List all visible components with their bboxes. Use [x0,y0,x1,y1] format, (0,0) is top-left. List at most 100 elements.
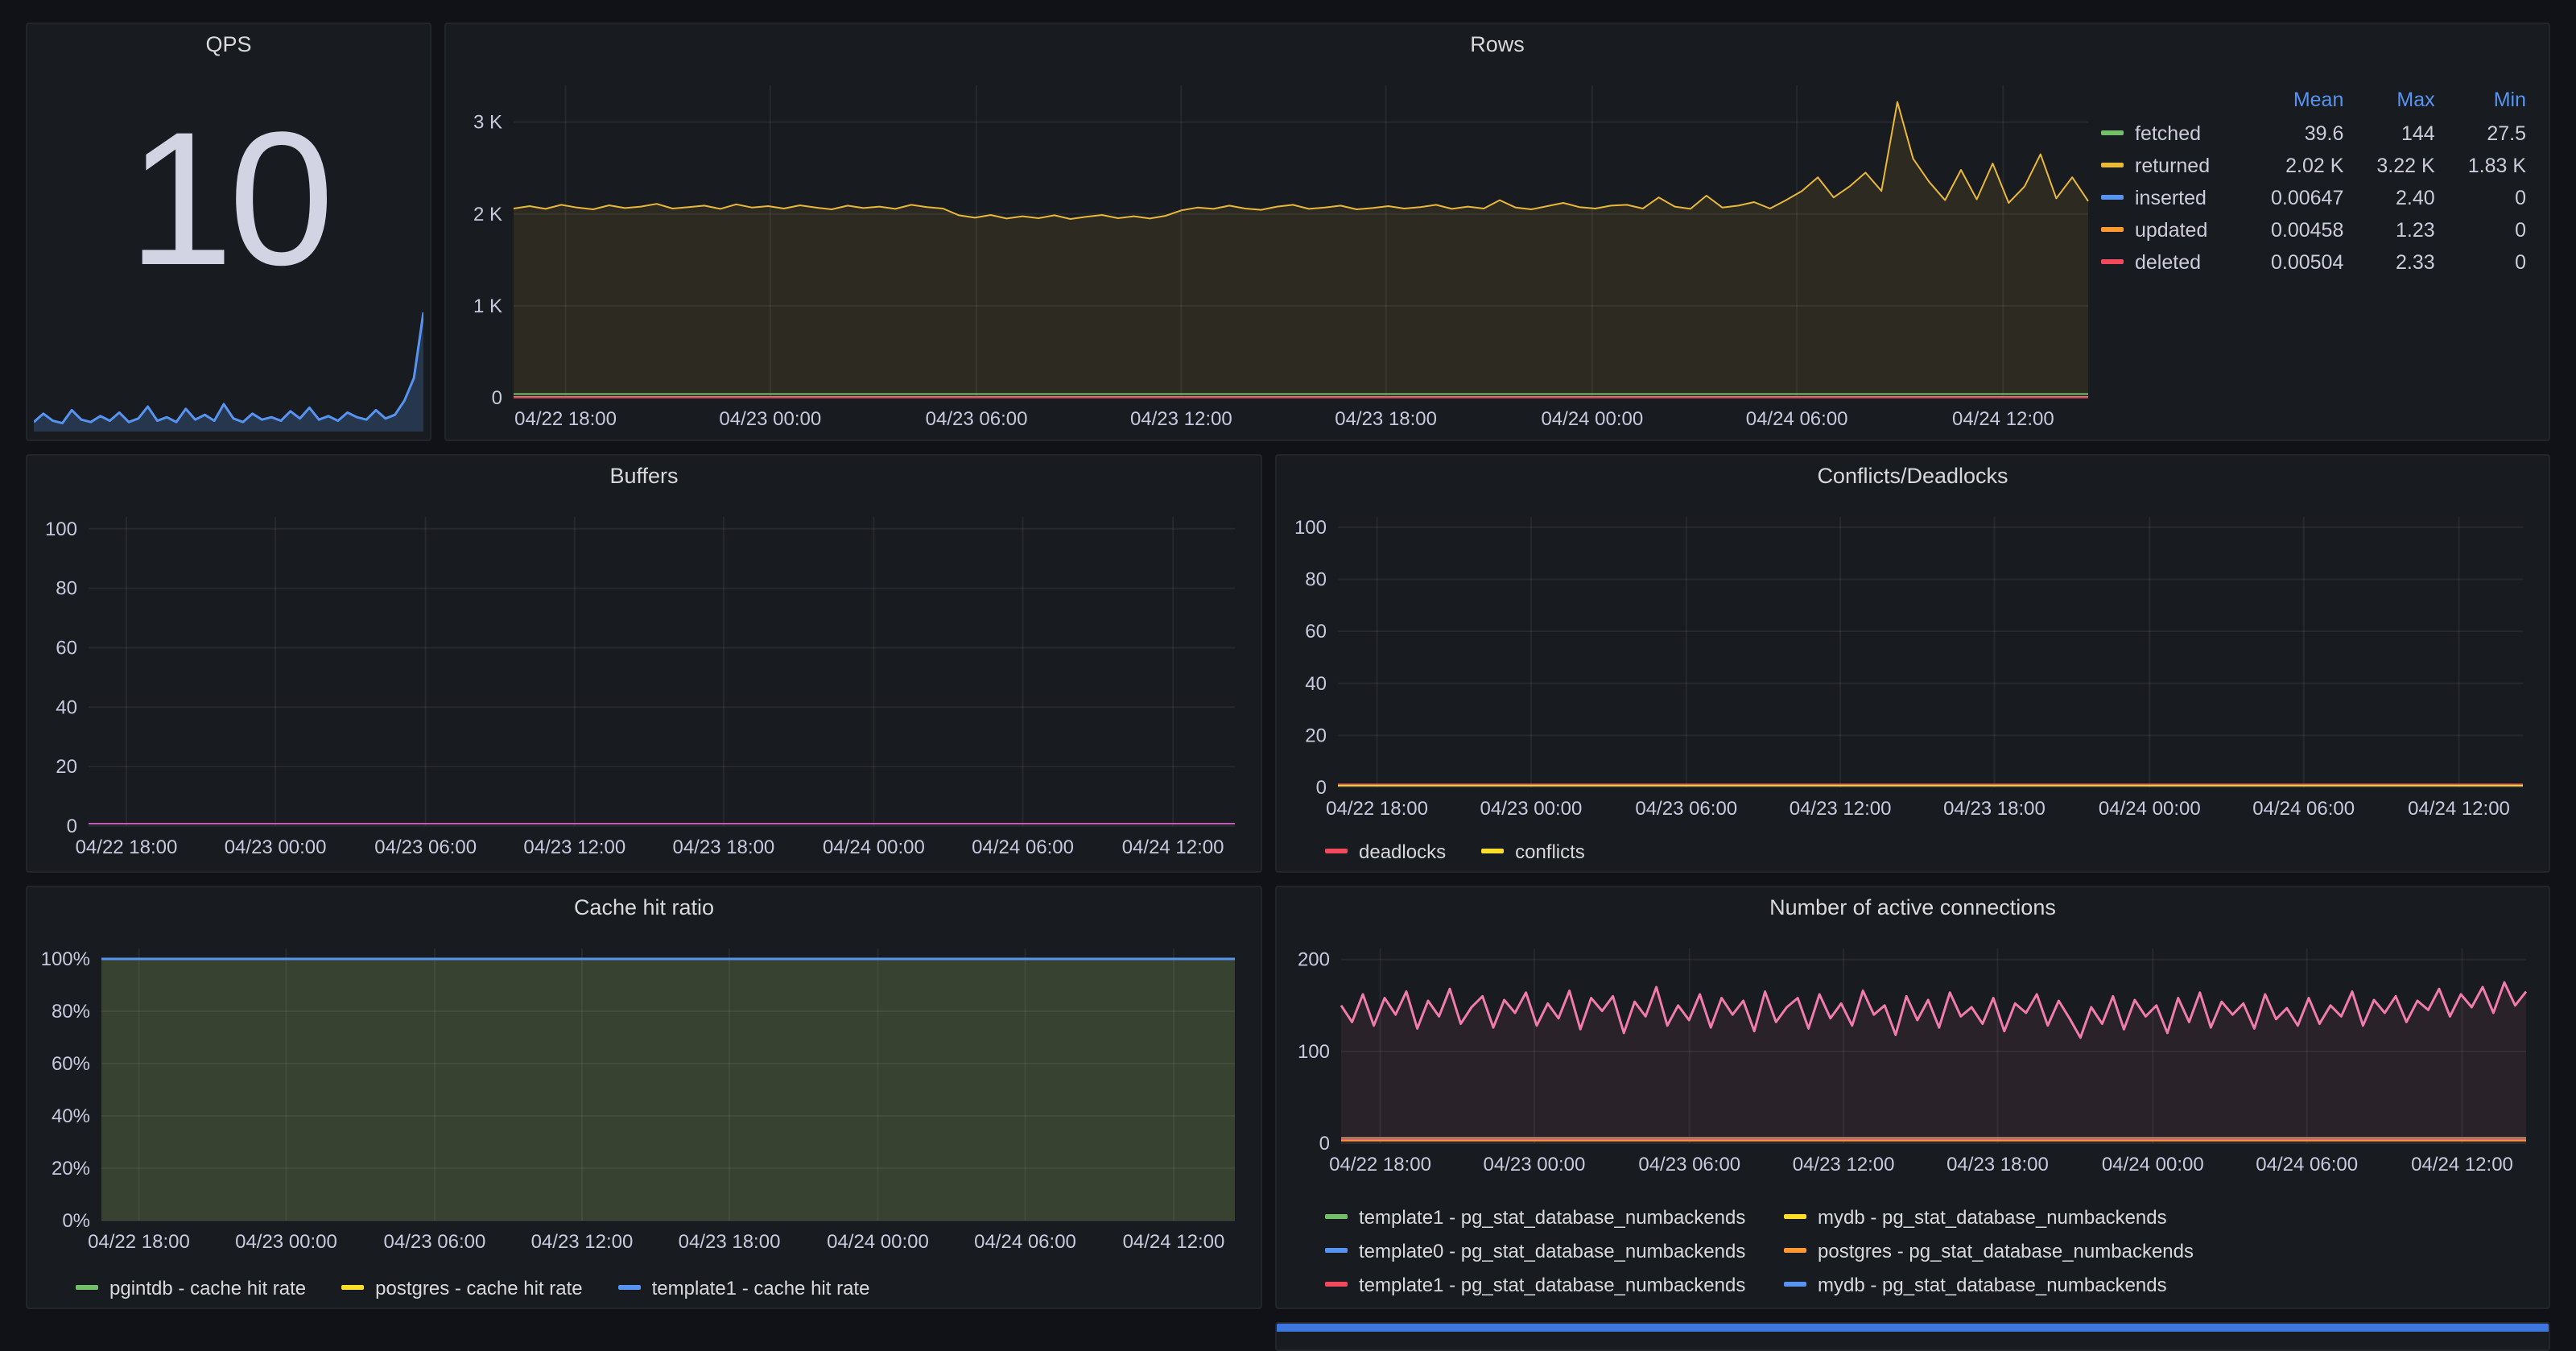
series-color-swatch [341,1285,365,1291]
legend-row: deleted 0.00504 2.33 0 [2101,246,2526,279]
legend-row: fetched 39.6 144 27.5 [2101,118,2526,150]
legend-mean-value: 39.6 [2304,122,2344,145]
panel-title-cache[interactable]: Cache hit ratio [573,895,715,919]
series-area [34,312,423,432]
legend-series-inserted[interactable]: inserted [2101,182,2235,214]
y-tick-label: 80 [56,578,77,600]
legend-item[interactable]: mydb - pg_stat_database_numbackends [1784,1206,2194,1229]
legend-header-max[interactable]: Max [2396,89,2435,111]
buffers-chart[interactable]: 04/22 18:00 04/23 00:00 04/23 06:00 04/23 1… [27,498,1261,871]
series-area [1341,982,2526,1143]
panel-cache-hit-ratio: Cache hit ratio 04/22 18:00 04/23 00:00 04… [26,886,1262,1309]
panel-title-conflicts[interactable]: Conflicts/Deadlocks [1817,464,2008,488]
series-color-swatch [76,1285,98,1291]
series-color-swatch [2101,163,2124,168]
legend-max-value: 1.23 [2395,219,2435,242]
legend-item[interactable]: template1 - cache hit rate [617,1277,869,1299]
legend-item[interactable]: template0 - pg_stat_database_numbackends [1325,1240,1752,1262]
legend-series-fetched[interactable]: fetched [2101,118,2235,150]
panel-buffers: Buffers 04/22 18:00 04/23 00:00 04/23 06:0… [26,454,1262,873]
x-tick-label: 04/23 06:00 [926,408,1028,430]
cache-canvas: 04/22 18:00 04/23 00:00 04/23 06:00 04/23 1… [41,948,1235,1253]
x-tick-label: 04/23 18:00 [679,1231,781,1253]
legend-header-mean[interactable]: Mean [2293,89,2344,111]
x-tick-label: 04/24 06:00 [2252,798,2355,820]
y-tick-label: 1 K [473,295,502,317]
x-tick-label: 04/22 18:00 [88,1231,190,1253]
legend-item[interactable]: conflicts [1481,841,1585,863]
series-color-swatch [2101,195,2124,200]
rows-panel-body: 04/22 18:00 04/23 00:00 04/23 06:00 04/23 1… [446,63,2549,440]
x-tick-label: 04/23 00:00 [225,837,327,858]
panel-active-connections: Number of active connections 04/22 18:00… [1275,886,2550,1309]
rows-chart[interactable]: 04/22 18:00 04/23 00:00 04/23 06:00 04/23 1… [446,63,2101,440]
legend-item[interactable]: postgres - cache hit rate [341,1277,583,1299]
panel-title-connections[interactable]: Number of active connections [1769,895,2056,919]
y-tick-label: 0% [62,1210,90,1232]
legend-header-min[interactable]: Min [2493,89,2526,111]
legend-row: updated 0.00458 1.23 0 [2101,214,2526,246]
legend-item[interactable]: pgintdb - cache hit rate [76,1277,306,1299]
legend-min-value: 0 [2515,219,2526,242]
y-tick-label: 100% [41,948,90,970]
x-tick-label: 04/24 12:00 [2408,798,2510,820]
panel-rows: Rows 04/22 18:00 04/23 00:00 04/23 06:00 04… [444,23,2550,441]
y-tick-label: 0 [67,816,77,837]
legend-item[interactable]: template1 - pg_stat_database_numbackends [1325,1206,1752,1229]
series-line [34,312,423,425]
legend-max-value: 3.22 K [2376,155,2435,177]
y-tick-label: 100 [1294,517,1327,539]
x-tick-label: 04/23 18:00 [672,837,774,858]
x-tick-label: 04/22 18:00 [1326,798,1428,820]
legend-series-returned[interactable]: returned [2101,150,2235,182]
legend-min-value: 0 [2515,251,2526,274]
x-tick-label: 04/23 12:00 [1130,408,1232,430]
connections-chart[interactable]: 04/22 18:00 04/23 00:00 04/23 06:00 04/23 1… [1277,929,2549,1185]
panel-title-rows[interactable]: Rows [1470,32,1525,56]
y-tick-label: 40 [56,696,77,718]
qps-sparkline-chart[interactable] [34,304,423,433]
y-tick-label: 60 [1305,621,1327,642]
legend-max-value: 2.40 [2395,187,2435,209]
y-tick-label: 80 [1305,569,1327,591]
y-tick-label: 0 [492,387,502,409]
x-tick-label: 04/24 12:00 [2411,1154,2513,1175]
series-color-swatch [2101,227,2124,233]
y-tick-label: 80% [52,1001,90,1023]
legend-series-deleted[interactable]: deleted [2101,246,2235,279]
connections-legend: template1 - pg_stat_database_numbackends… [1325,1206,2194,1296]
x-tick-label: 04/24 12:00 [1123,1231,1225,1253]
series-color-swatch [2101,130,2124,136]
panel-title-buffers[interactable]: Buffers [609,464,679,488]
y-tick-label: 40% [52,1105,90,1127]
x-tick-label: 04/24 06:00 [972,837,1074,858]
conflicts-chart[interactable]: 04/22 18:00 04/23 00:00 04/23 06:00 04/23 1… [1277,498,2549,829]
series-area [101,959,1235,1221]
cache-hit-ratio-chart[interactable]: 04/22 18:00 04/23 00:00 04/23 06:00 04/23 1… [27,929,1261,1266]
rows-legend-table: Mean Max Min fetched 39.6 144 27.5 returned 2.02… [2101,85,2526,279]
legend-series-updated[interactable]: updated [2101,214,2235,246]
series-color-swatch [1325,1214,1348,1220]
y-tick-label: 3 K [473,112,502,134]
y-tick-label: 20 [56,756,77,778]
legend-item[interactable]: mydb - pg_stat_database_numbackends [1784,1274,2194,1296]
qps_spark-canvas [34,312,423,432]
legend-min-value: 0 [2515,187,2526,209]
x-tick-label: 04/23 18:00 [1946,1154,2049,1175]
series-area [101,959,1235,1221]
legend-max-value: 144 [2401,122,2435,145]
legend-item[interactable]: deadlocks [1325,841,1446,863]
series-color-swatch [1784,1214,1806,1220]
legend-item[interactable]: postgres - pg_stat_database_numbackends [1784,1240,2194,1262]
panel-title-qps[interactable]: QPS [205,32,252,56]
series-color-swatch [1784,1282,1806,1287]
legend-max-value: 2.33 [2395,251,2435,274]
x-tick-label: 04/23 18:00 [1943,798,2046,820]
legend-mean-value: 2.02 K [2285,155,2344,177]
series-color-swatch [1325,1282,1348,1287]
series-line [513,101,2089,220]
y-tick-label: 0 [1319,1133,1330,1155]
legend-item[interactable]: template1 - pg_stat_database_numbackends [1325,1274,1752,1296]
buffers-canvas: 04/22 18:00 04/23 00:00 04/23 06:00 04/23 1… [45,517,1235,858]
